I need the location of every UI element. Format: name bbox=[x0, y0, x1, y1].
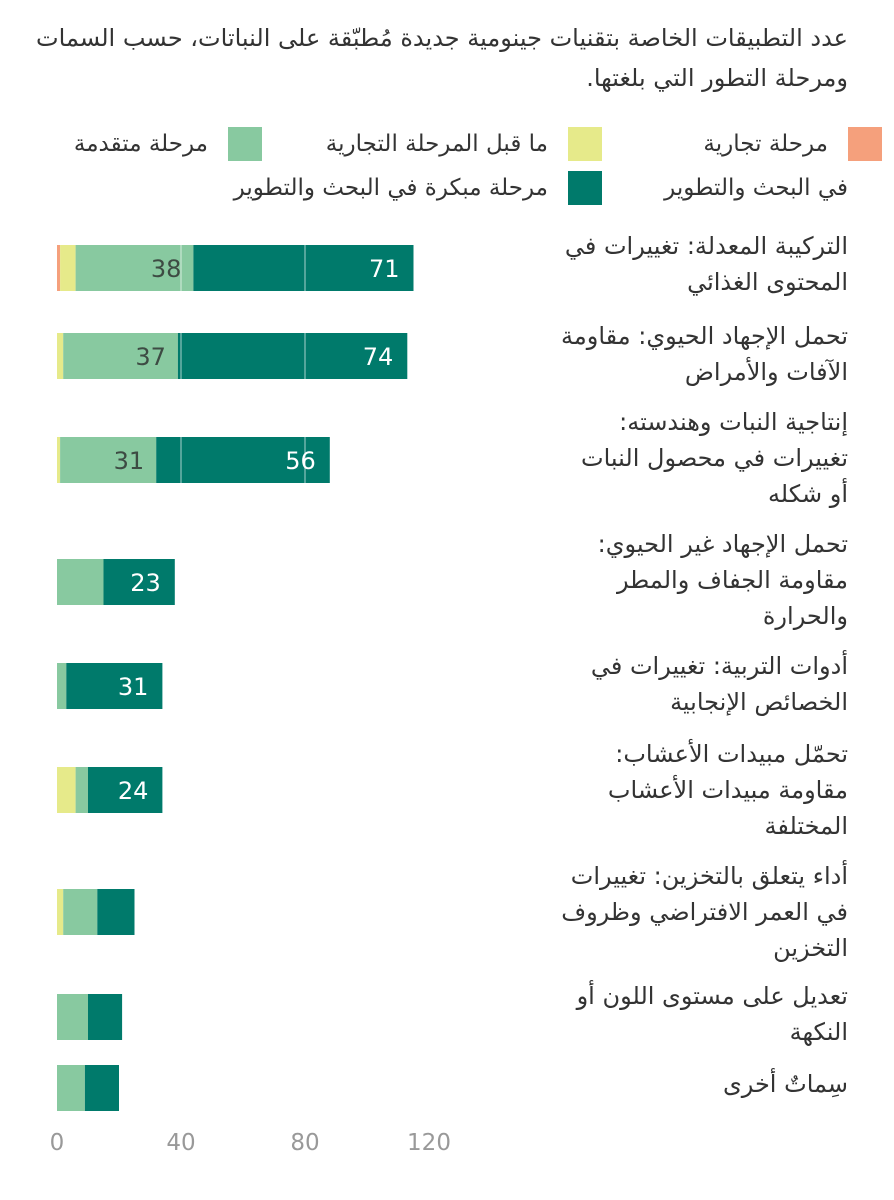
legend-advanced: مرحلة متقدمة bbox=[38, 124, 262, 164]
bar-value-label-early-rd: 74 bbox=[363, 343, 394, 371]
bar-segment-early-rd bbox=[84, 1065, 119, 1111]
bar-segment-precommercial bbox=[57, 767, 76, 813]
category-label-breeding: أدوات التربية: تغييرات في الخصائص الإنجا… bbox=[590, 652, 848, 716]
category-label-color-flavor: تعديل على مستوى اللون أو النكهة bbox=[576, 982, 848, 1046]
bar-segment-early-rd bbox=[66, 663, 163, 709]
legend-label-advanced: مرحلة متقدمة bbox=[73, 131, 208, 157]
bar-segment-advanced bbox=[57, 994, 88, 1040]
bar-segment-advanced bbox=[75, 245, 194, 291]
bar-value-label-advanced: 31 bbox=[114, 447, 145, 475]
bar-segment-precommercial bbox=[57, 333, 64, 379]
bar-segment-advanced bbox=[57, 559, 104, 605]
category-label-other: سِماتٌ أخرى bbox=[722, 1070, 848, 1098]
category-label-composition: التركيبة المعدلة: تغييرات في المحتوى الغ… bbox=[564, 232, 848, 296]
bar-value-label-early-rd: 23 bbox=[130, 569, 161, 597]
bar-segment-advanced bbox=[57, 1065, 85, 1111]
legend-commercial: مرحلة تجارية bbox=[588, 124, 882, 164]
bar-segment-early-rd bbox=[88, 994, 123, 1040]
bar-segment-early-rd bbox=[97, 889, 135, 935]
legend-swatch-early-rd bbox=[568, 171, 602, 205]
bar-segment-precommercial bbox=[57, 437, 61, 483]
category-label-abiotic: تحمل الإجهاد غير الحيوي: مقاومة الجفاف و… bbox=[597, 530, 848, 630]
bar-segment-early-rd bbox=[193, 245, 414, 291]
legend-label-early-rd: مرحلة مبكرة في البحث والتطوير bbox=[233, 175, 548, 201]
bar-value-label-early-rd: 31 bbox=[118, 673, 149, 701]
bar-segment-advanced bbox=[75, 767, 88, 813]
legend-swatch-advanced bbox=[228, 127, 262, 161]
bar-segment-precommercial bbox=[60, 245, 76, 291]
x-tick-label: 0 bbox=[50, 1130, 65, 1156]
bar-segment-precommercial bbox=[57, 889, 64, 935]
legend-rd-prefix: في البحث والتطوير bbox=[664, 175, 848, 201]
bar-value-label-early-rd: 56 bbox=[285, 447, 316, 475]
chart-title: عدد التطبيقات الخاصة بتقنيات جينومية جدي… bbox=[36, 24, 848, 92]
bar-value-label-advanced: 37 bbox=[135, 343, 166, 371]
bar-segment-advanced bbox=[63, 333, 178, 379]
bar-segment-early-rd bbox=[103, 559, 175, 605]
bar-segment-commercial bbox=[57, 245, 61, 291]
bar-value-label-early-rd: 71 bbox=[369, 255, 400, 283]
bar-value-label-early-rd: 24 bbox=[118, 777, 149, 805]
bar-segment-early-rd bbox=[88, 767, 163, 813]
bar-segment-advanced bbox=[57, 663, 67, 709]
category-label-yield: إنتاجية النبات وهندسته: تغييرات في محصول… bbox=[581, 408, 848, 508]
category-label-storage: أداء يتعلق بالتخزين: تغييرات في العمر ال… bbox=[561, 862, 848, 962]
bar-value-label-advanced: 38 bbox=[151, 255, 182, 283]
x-tick-label: 80 bbox=[290, 1130, 319, 1156]
legend-label-commercial: مرحلة تجارية bbox=[703, 131, 828, 157]
bar-segment-advanced bbox=[60, 437, 157, 483]
category-label-biotic: تحمل الإجهاد الحيوي: مقاومة الآفات والأم… bbox=[561, 322, 848, 386]
legend-early-rd: مرحلة مبكرة في البحث والتطوير bbox=[208, 168, 602, 208]
bar-segment-early-rd bbox=[177, 333, 408, 379]
category-label-herbicide: تحمّل مبيدات الأعشاب: مقاومة مبيدات الأع… bbox=[607, 740, 848, 840]
legend-swatch-precommercial bbox=[568, 127, 602, 161]
legend-swatch-commercial bbox=[848, 127, 882, 161]
legend-label-precommercial: ما قبل المرحلة التجارية bbox=[325, 131, 548, 157]
x-tick-label: 120 bbox=[407, 1130, 451, 1156]
x-tick-label: 40 bbox=[166, 1130, 195, 1156]
bar-segment-advanced bbox=[63, 889, 98, 935]
legend-precommercial: ما قبل المرحلة التجارية bbox=[288, 124, 602, 164]
bar-segment-early-rd bbox=[156, 437, 330, 483]
